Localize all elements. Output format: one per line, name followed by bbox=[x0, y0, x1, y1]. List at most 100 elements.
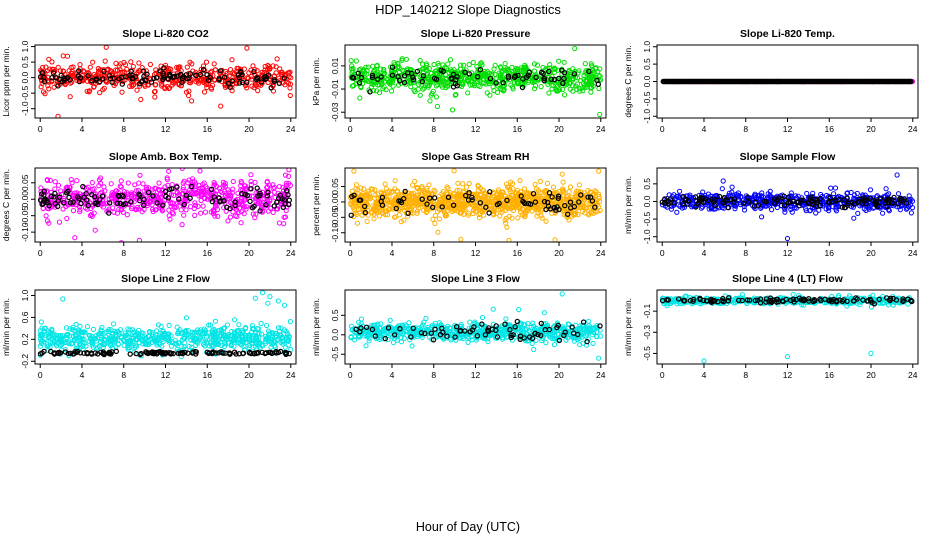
data-point bbox=[202, 339, 208, 346]
data-point bbox=[883, 186, 889, 192]
reference-point bbox=[541, 198, 548, 205]
reference-point bbox=[568, 205, 574, 211]
data-point bbox=[359, 212, 365, 218]
data-point bbox=[38, 319, 45, 325]
reference-point bbox=[424, 201, 430, 207]
data-point bbox=[44, 218, 51, 224]
data-point bbox=[202, 209, 209, 215]
reference-point bbox=[781, 202, 788, 208]
data-point bbox=[475, 182, 481, 189]
data-point bbox=[560, 202, 566, 208]
reference-point bbox=[740, 200, 747, 206]
y-axis-label: percent per min. bbox=[311, 174, 321, 235]
data-point bbox=[210, 211, 217, 217]
data-point bbox=[353, 182, 360, 188]
data-point bbox=[276, 184, 282, 190]
points bbox=[38, 45, 294, 118]
data-point bbox=[157, 191, 164, 197]
data-point bbox=[409, 206, 415, 212]
data-point bbox=[866, 205, 872, 211]
reference-point bbox=[286, 197, 292, 203]
data-point bbox=[137, 83, 143, 89]
reference-point bbox=[401, 79, 408, 86]
data-point bbox=[357, 95, 363, 101]
data-point bbox=[40, 89, 47, 95]
data-point bbox=[108, 195, 114, 201]
data-point bbox=[533, 186, 540, 192]
data-point bbox=[259, 208, 265, 214]
data-point bbox=[282, 214, 288, 220]
reference-point bbox=[99, 193, 106, 199]
data-point bbox=[365, 188, 371, 195]
data-point bbox=[568, 208, 574, 214]
data-point bbox=[102, 188, 108, 194]
reference-point bbox=[533, 74, 539, 81]
reference-point bbox=[83, 197, 90, 203]
x-tick-label: 4 bbox=[390, 248, 395, 258]
data-point bbox=[729, 189, 735, 195]
data-point bbox=[195, 203, 201, 209]
data-point bbox=[267, 66, 273, 72]
data-point bbox=[437, 79, 443, 85]
data-point bbox=[109, 195, 115, 202]
x-tick-label: 20 bbox=[866, 124, 876, 134]
reference-point bbox=[277, 192, 283, 198]
y-tick-label: 0.05 bbox=[330, 178, 340, 195]
reference-point bbox=[839, 204, 846, 210]
data-point bbox=[283, 180, 289, 186]
data-point bbox=[129, 81, 135, 88]
reference-point bbox=[101, 68, 107, 75]
x-tick-label: 16 bbox=[203, 248, 213, 258]
reference-point bbox=[772, 200, 778, 206]
data-point bbox=[102, 330, 108, 336]
data-point bbox=[456, 202, 462, 208]
data-point bbox=[403, 56, 409, 62]
data-point bbox=[445, 80, 451, 86]
reference-point bbox=[262, 76, 269, 83]
data-point bbox=[396, 205, 402, 211]
data-point bbox=[184, 64, 190, 70]
data-point bbox=[595, 208, 601, 214]
points bbox=[659, 172, 916, 242]
data-point bbox=[490, 84, 496, 90]
y-tick-label: -0.5 bbox=[20, 86, 30, 101]
data-point bbox=[499, 205, 505, 211]
data-point bbox=[479, 62, 485, 68]
reference-point bbox=[589, 198, 596, 204]
data-point bbox=[136, 60, 142, 66]
data-point bbox=[582, 205, 588, 211]
data-point bbox=[230, 186, 236, 192]
data-point bbox=[458, 236, 464, 242]
points bbox=[348, 45, 604, 118]
data-point bbox=[370, 63, 376, 69]
data-point bbox=[596, 191, 602, 197]
data-point bbox=[585, 67, 591, 74]
data-point bbox=[62, 347, 68, 353]
reference-point bbox=[722, 197, 729, 203]
reference-point bbox=[229, 78, 235, 84]
data-point bbox=[128, 59, 134, 65]
data-point bbox=[546, 65, 553, 71]
reference-point bbox=[52, 200, 59, 207]
reference-point bbox=[61, 200, 67, 206]
reference-point bbox=[150, 193, 156, 199]
reference-point bbox=[96, 197, 103, 203]
data-point bbox=[552, 210, 559, 216]
data-point bbox=[482, 69, 488, 75]
x-tick-label: 12 bbox=[161, 124, 171, 134]
data-point bbox=[150, 208, 156, 215]
data-point bbox=[64, 332, 70, 338]
y-tick-label: -0.03 bbox=[330, 102, 340, 122]
data-point bbox=[197, 185, 203, 191]
data-point bbox=[56, 192, 63, 198]
data-point bbox=[374, 210, 380, 216]
data-point bbox=[198, 210, 204, 216]
data-point bbox=[213, 188, 220, 194]
data-point bbox=[225, 218, 231, 224]
reference-point bbox=[817, 202, 823, 209]
reference-point bbox=[671, 199, 677, 206]
reference-point bbox=[560, 80, 566, 87]
reference-point bbox=[160, 71, 166, 77]
reference-point bbox=[285, 192, 291, 198]
data-point bbox=[502, 61, 508, 67]
